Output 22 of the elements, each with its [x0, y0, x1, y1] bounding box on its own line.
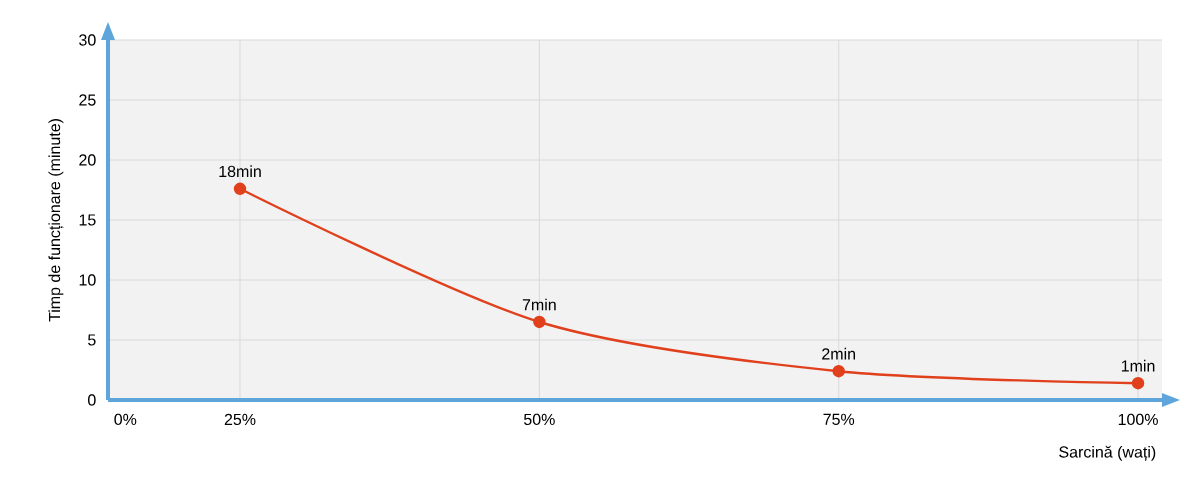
data-label: 7min — [522, 298, 556, 311]
x-tick-label: 100% — [1118, 413, 1158, 426]
y-tick-label: 15 — [79, 214, 96, 226]
point — [533, 315, 546, 329]
point — [233, 182, 247, 195]
x-tick-label: 75% — [823, 413, 855, 425]
point — [832, 364, 845, 378]
y-axis-title: Timp de funcționare (minute) — [48, 119, 64, 322]
data-label: 1min — [1121, 359, 1155, 372]
y-tick-label: 10 — [79, 274, 96, 286]
y-tick-label: 5 — [88, 334, 96, 346]
y-tick-label: 30 — [79, 34, 96, 46]
x-tick-label: 50% — [523, 413, 555, 426]
y-tick-label: 0 — [88, 394, 96, 406]
x-tick-label: 25% — [224, 413, 256, 426]
data-label: 18min — [219, 165, 261, 178]
y-tick-label: 25 — [79, 94, 96, 106]
data-label: 2min — [822, 347, 856, 360]
y-tick-label: 20 — [79, 154, 96, 166]
point — [1131, 376, 1145, 390]
x-axis-title: Sarcină (wați) — [1059, 445, 1156, 461]
text: 0% — [114, 413, 137, 426]
